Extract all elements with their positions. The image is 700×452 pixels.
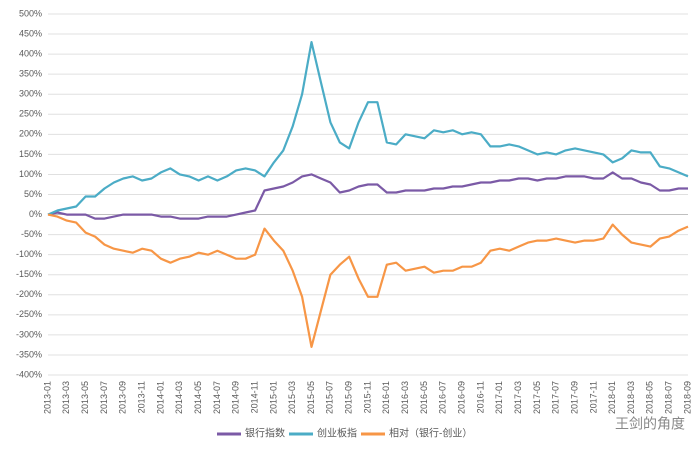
x-tick-label: 2013-01 <box>42 381 52 414</box>
x-tick-label: 2014-09 <box>231 381 241 414</box>
y-tick-label: -150% <box>16 269 42 279</box>
x-tick-label: 2016-01 <box>381 381 391 414</box>
legend-label: 相对（银行-创业） <box>389 427 472 440</box>
y-tick-label: 350% <box>19 69 42 79</box>
x-tick-label: 2018-07 <box>664 381 674 414</box>
x-tick-label: 2017-05 <box>532 381 542 414</box>
x-tick-label: 2013-11 <box>136 381 146 413</box>
y-tick-label: 200% <box>19 129 42 139</box>
x-tick-label: 2015-09 <box>344 381 354 414</box>
x-tick-label: 2014-11 <box>249 381 259 413</box>
y-tick-label: 300% <box>19 89 42 99</box>
line-series <box>47 213 689 348</box>
x-tick-label: 2017-03 <box>513 381 523 414</box>
line-series <box>47 171 688 220</box>
x-tick-label: 2016-03 <box>400 381 410 414</box>
y-tick-label: 0% <box>29 209 42 219</box>
x-tick-label: 2015-01 <box>268 381 278 414</box>
y-tick-label: -100% <box>16 249 42 259</box>
x-tick-label: 2014-07 <box>212 381 222 414</box>
x-tick-label: 2013-09 <box>118 381 128 414</box>
x-tick-label: 2018-01 <box>607 381 617 414</box>
x-tick-label: 2018-05 <box>645 381 655 414</box>
x-tick-label: 2017-11 <box>588 381 598 413</box>
y-tick-label: 450% <box>19 28 42 38</box>
x-tick-label: 2014-03 <box>174 381 184 414</box>
x-tick-label: 2016-11 <box>475 381 485 413</box>
y-tick-label: 500% <box>19 8 42 18</box>
x-tick-label: 2017-07 <box>551 381 561 414</box>
y-tick-label: 250% <box>19 109 42 119</box>
y-tick-label: 50% <box>24 189 42 199</box>
x-tick-label: 2017-09 <box>569 381 579 414</box>
y-tick-label: -200% <box>16 289 42 299</box>
y-tick-label: 100% <box>19 169 42 179</box>
line-series <box>47 41 689 216</box>
x-tick-label: 2016-09 <box>456 381 466 414</box>
x-tick-label: 2015-05 <box>306 381 316 414</box>
x-tick-label: 2017-01 <box>494 381 504 414</box>
y-tick-label: -50% <box>21 229 42 239</box>
x-tick-label: 2013-03 <box>61 381 71 414</box>
legend-label: 创业板指 <box>317 427 357 440</box>
x-tick-label: 2018-09 <box>682 381 692 414</box>
x-tick-label: 2014-05 <box>193 381 203 414</box>
legend-label: 银行指数 <box>245 427 285 440</box>
x-tick-label: 2015-11 <box>362 381 372 413</box>
x-tick-label: 2016-05 <box>419 381 429 414</box>
y-tick-label: -300% <box>16 329 42 339</box>
x-tick-label: 2014-01 <box>155 381 165 414</box>
y-tick-label: -250% <box>16 309 42 319</box>
y-tick-label: -350% <box>16 349 42 359</box>
y-tick-label: 400% <box>19 48 42 58</box>
x-tick-label: 2015-07 <box>325 381 335 414</box>
x-tick-label: 2013-07 <box>99 381 109 414</box>
x-tick-label: 2013-05 <box>80 381 90 414</box>
x-tick-label: 2018-03 <box>626 381 636 414</box>
x-tick-label: 2016-07 <box>438 381 448 414</box>
y-tick-label: -400% <box>16 369 42 379</box>
x-tick-label: 2015-03 <box>287 381 297 414</box>
y-tick-label: 150% <box>19 149 42 159</box>
watermark: 王剑的角度 <box>615 416 685 432</box>
